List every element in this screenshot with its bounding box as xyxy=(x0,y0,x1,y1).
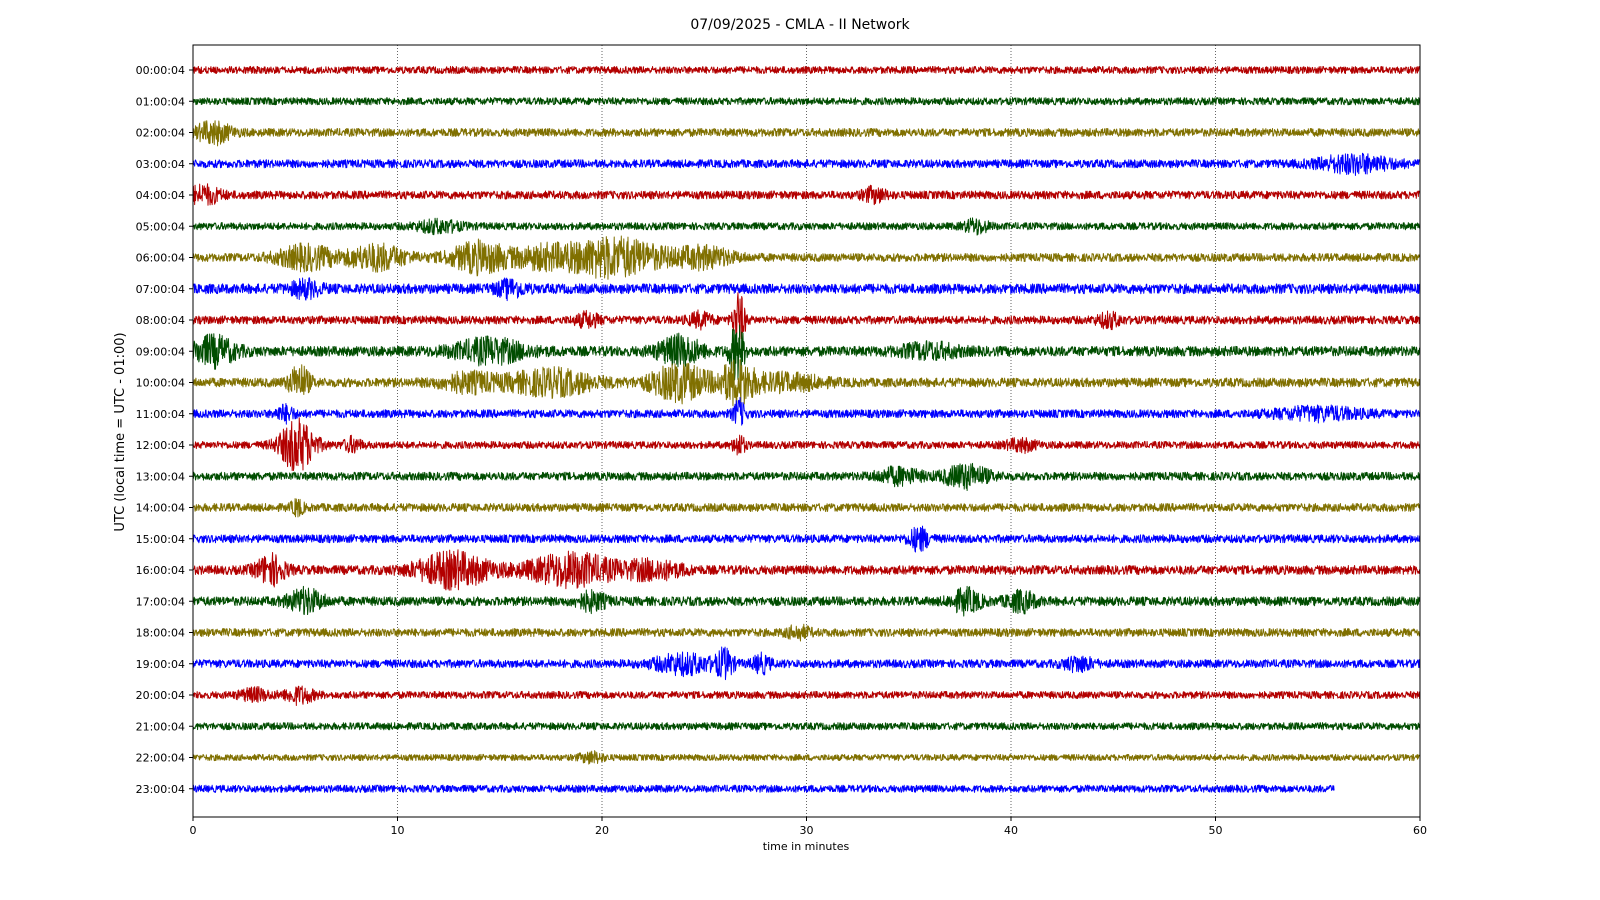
y-tick-label: 13:00:04 xyxy=(136,470,185,483)
seismic-trace-01-00-04 xyxy=(192,97,1421,106)
y-tick-label: 22:00:04 xyxy=(136,752,185,765)
y-tick-label: 09:00:04 xyxy=(136,345,185,358)
y-tick-label: 04:00:04 xyxy=(136,189,185,202)
seismic-trace-02-00-04 xyxy=(192,120,1421,147)
seismic-trace-05-00-04 xyxy=(192,217,1421,236)
seismic-trace-23-00-04 xyxy=(192,784,1335,793)
y-axis-label: UTC (local time = UTC - 01:00) xyxy=(113,332,128,531)
seismic-trace-17-00-04 xyxy=(192,585,1421,617)
x-tick-label: 30 xyxy=(800,824,814,837)
seismic-trace-08-00-04 xyxy=(192,292,1421,340)
y-tick-label: 10:00:04 xyxy=(136,377,185,390)
seismic-trace-09-00-04 xyxy=(192,324,1421,381)
x-axis-label: time in minutes xyxy=(763,840,850,853)
y-tick-label: 11:00:04 xyxy=(136,408,185,421)
seismic-trace-18-00-04 xyxy=(192,623,1421,642)
y-tick-label: 14:00:04 xyxy=(136,502,185,515)
y-tick-label: 08:00:04 xyxy=(136,314,185,327)
y-tick-label: 03:00:04 xyxy=(136,158,185,171)
seismic-trace-00-00-04 xyxy=(192,65,1421,75)
seismic-trace-19-00-04 xyxy=(192,646,1421,681)
x-tick-label: 20 xyxy=(595,824,609,837)
y-tick-label: 12:00:04 xyxy=(136,439,185,452)
trace-layer xyxy=(192,65,1421,793)
y-tick-label: 05:00:04 xyxy=(136,220,185,233)
seismic-trace-06-00-04 xyxy=(192,235,1421,280)
y-tick-label: 18:00:04 xyxy=(136,627,185,640)
seismic-trace-21-00-04 xyxy=(192,722,1421,731)
seismic-trace-07-00-04 xyxy=(192,277,1421,302)
seismic-trace-22-00-04 xyxy=(192,750,1421,765)
x-tick-label: 40 xyxy=(1004,824,1018,837)
seismic-trace-14-00-04 xyxy=(192,498,1421,518)
y-tick-label: 17:00:04 xyxy=(136,595,185,608)
seismic-trace-10-00-04 xyxy=(192,359,1421,407)
seismic-trace-03-00-04 xyxy=(192,152,1421,176)
chart-title: 07/09/2025 - CMLA - II Network xyxy=(690,17,910,33)
seismic-trace-12-00-04 xyxy=(192,417,1421,472)
x-tick-label: 60 xyxy=(1413,824,1427,837)
y-tick-label: 16:00:04 xyxy=(136,564,185,577)
y-tick-label: 23:00:04 xyxy=(136,783,185,796)
y-tick-label: 07:00:04 xyxy=(136,283,185,296)
seismic-trace-15-00-04 xyxy=(192,525,1421,553)
x-tick-label: 10 xyxy=(391,824,405,837)
y-tick-label: 15:00:04 xyxy=(136,533,185,546)
y-tick-label: 01:00:04 xyxy=(136,95,185,108)
y-tick-labels: 00:00:04 01:00:04 02:00:04 03:00:04 04:00:04… xyxy=(136,64,193,796)
x-tick-labels: 0 10 20 30 40 50 60 xyxy=(190,817,1427,837)
y-tick-label: 21:00:04 xyxy=(136,720,185,733)
x-tick-label: 0 xyxy=(190,824,197,837)
seismic-trace-04-00-04 xyxy=(192,183,1421,206)
seismic-trace-11-00-04 xyxy=(192,396,1421,426)
seismic-trace-13-00-04 xyxy=(192,462,1421,491)
x-tick-label: 50 xyxy=(1209,824,1223,837)
y-tick-label: 19:00:04 xyxy=(136,658,185,671)
y-tick-label: 20:00:04 xyxy=(136,689,185,702)
y-tick-label: 02:00:04 xyxy=(136,127,185,140)
seismic-trace-20-00-04 xyxy=(192,685,1421,706)
y-tick-label: 06:00:04 xyxy=(136,252,185,265)
seismic-trace-16-00-04 xyxy=(192,549,1421,591)
y-tick-label: 00:00:04 xyxy=(136,64,185,77)
